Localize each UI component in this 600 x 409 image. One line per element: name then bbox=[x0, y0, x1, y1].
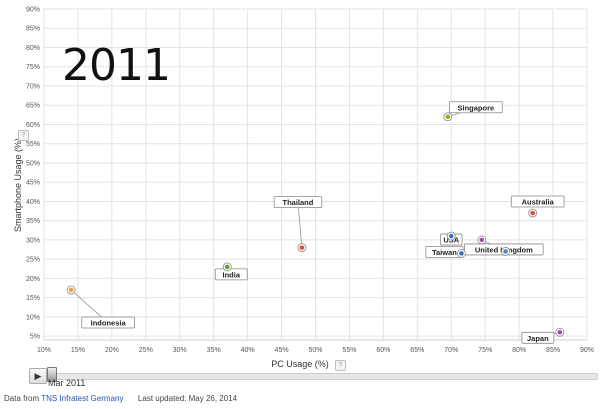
timeline: ▶ bbox=[0, 364, 600, 384]
y-tick-label: 90% bbox=[26, 7, 40, 14]
data-point[interactable] bbox=[297, 243, 307, 253]
x-tick-label: 30% bbox=[173, 347, 187, 354]
y-tick-label: 50% bbox=[26, 160, 40, 167]
x-tick-label: 75% bbox=[478, 347, 492, 354]
x-tick-label: 80% bbox=[512, 347, 526, 354]
footer: Data from TNS Infratest Germany Last upd… bbox=[4, 394, 237, 403]
data-point[interactable] bbox=[501, 247, 510, 256]
y-tick-label: 15% bbox=[26, 295, 40, 302]
data-point[interactable] bbox=[446, 231, 456, 241]
point-label-box bbox=[521, 331, 555, 344]
x-axis-ticks: 10% 15% 20% 25% 30% 35% 40% 45% 50% 55% 60% 65% 70% 7… bbox=[37, 347, 594, 354]
timeline-track[interactable] bbox=[50, 373, 598, 380]
y-tick-label: 85% bbox=[26, 26, 40, 33]
point-label: Taiwan bbox=[432, 248, 457, 257]
data-point[interactable] bbox=[222, 262, 232, 272]
data-point[interactable] bbox=[477, 235, 487, 245]
y-tick-label: 25% bbox=[26, 257, 40, 264]
x-tick-label: 90% bbox=[580, 347, 594, 354]
x-tick-label: 45% bbox=[275, 347, 289, 354]
play-button[interactable]: ▶ bbox=[29, 368, 47, 384]
x-tick-label: 20% bbox=[105, 347, 119, 354]
source-link[interactable]: TNS Infratest Germany bbox=[41, 394, 124, 403]
data-point[interactable] bbox=[528, 208, 538, 218]
y-tick-label: 30% bbox=[26, 237, 40, 244]
point-label-box bbox=[510, 195, 565, 208]
data-points: IndonesiaIndiaThailandSingaporeUSATaiwan… bbox=[66, 101, 565, 344]
point-label-box bbox=[81, 316, 135, 329]
y-tick-label: 40% bbox=[26, 199, 40, 206]
data-point[interactable] bbox=[555, 327, 565, 337]
y-tick-label: 5% bbox=[30, 334, 40, 341]
x-tick-label: 35% bbox=[207, 347, 221, 354]
x-tick-label: 15% bbox=[71, 347, 85, 354]
point-label: India bbox=[223, 270, 241, 279]
point-label: Indonesia bbox=[91, 318, 127, 327]
y-tick-label: 70% bbox=[26, 83, 40, 90]
timeline-date: Mar 2011 bbox=[48, 378, 86, 388]
data-from-label: Data from bbox=[4, 394, 40, 403]
x-tick-label: 65% bbox=[410, 347, 424, 354]
x-tick-label: 40% bbox=[241, 347, 255, 354]
x-tick-label: 50% bbox=[308, 347, 322, 354]
year-label: 2011 bbox=[62, 40, 171, 91]
point-label: Japan bbox=[527, 334, 549, 343]
x-tick-label: 70% bbox=[444, 347, 458, 354]
point-label: Australia bbox=[522, 197, 555, 206]
y-axis-label: Smartphone Usage (%) bbox=[13, 138, 23, 232]
x-tick-label: 55% bbox=[342, 347, 356, 354]
y-tick-label: 60% bbox=[26, 122, 40, 129]
y-tick-label: 80% bbox=[26, 45, 40, 52]
data-point[interactable] bbox=[457, 249, 466, 258]
y-tick-label: 20% bbox=[26, 276, 40, 283]
x-axis-label: PC Usage (%) bbox=[271, 359, 329, 369]
x-tick-label: 10% bbox=[37, 347, 51, 354]
point-label: Singapore bbox=[458, 103, 495, 112]
last-updated: Last updated: May 26, 2014 bbox=[137, 394, 238, 403]
x-axis-help-icon[interactable]: ? bbox=[335, 360, 346, 371]
timeline-thumb[interactable] bbox=[47, 367, 57, 382]
y-tick-label: 65% bbox=[26, 103, 40, 110]
y-axis-ticks: 5% 10% 15% 20% 25% 30% 35% 40% 45% 50% 55% 60% 65% 70… bbox=[26, 7, 40, 341]
x-tick-label: 85% bbox=[546, 347, 560, 354]
x-tick-label: 60% bbox=[376, 347, 390, 354]
point-label-box bbox=[273, 196, 323, 209]
y-tick-label: 35% bbox=[26, 218, 40, 225]
point-label: Thailand bbox=[283, 198, 314, 207]
data-point[interactable] bbox=[443, 112, 453, 122]
point-label-box bbox=[214, 268, 248, 281]
y-tick-label: 45% bbox=[26, 180, 40, 187]
grid bbox=[43, 8, 588, 341]
data-point[interactable] bbox=[66, 285, 76, 295]
y-tick-label: 75% bbox=[26, 64, 40, 71]
y-tick-label: 55% bbox=[26, 141, 40, 148]
label-leader-line bbox=[297, 202, 303, 248]
point-label-box bbox=[449, 101, 503, 114]
x-tick-label: 25% bbox=[139, 347, 153, 354]
y-axis-help-icon[interactable]: ? bbox=[18, 130, 29, 141]
y-tick-label: 10% bbox=[26, 314, 40, 321]
